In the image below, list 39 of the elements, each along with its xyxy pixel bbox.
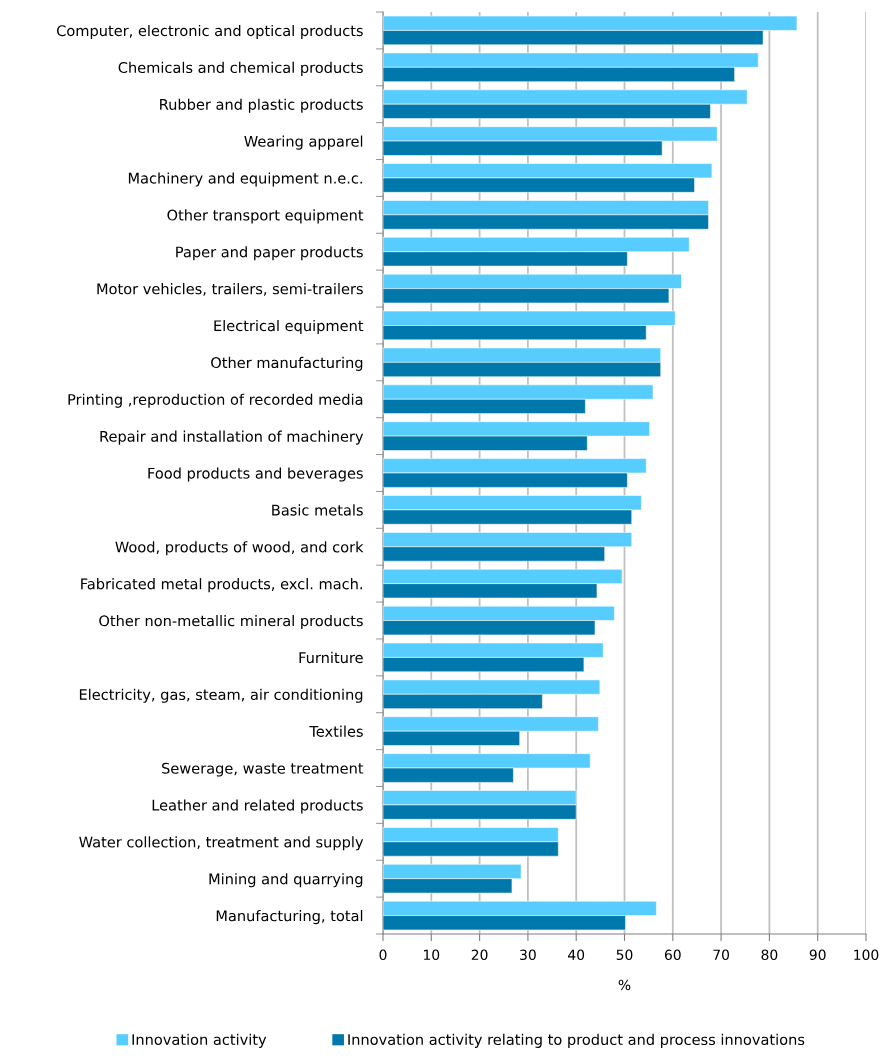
x-tick-label: 0 [379,949,387,961]
legend-label: Innovation activity relating to product and process innovations [348,1033,805,1048]
x-tick-label: 30 [520,949,536,961]
y-tick-label: Wood, products of wood, and cork [115,541,364,556]
x-tick-label: 20 [471,949,488,961]
y-tick-label: Furniture [299,651,363,664]
y-tick-label: Paper and paper products [176,246,363,261]
x-axis-title: % [618,979,631,991]
y-tick-label: Wearing apparel [244,135,363,150]
y-tick-label: Other non-metallic mineral products [99,614,363,630]
y-tick-label: Repair and installation of machinery [100,430,364,445]
x-tick-label: 10 [423,949,440,961]
y-tick-label: Mining and quarrying [209,873,363,888]
y-tick-label: Computer, electronic and optical products [56,24,363,40]
y-tick-label: Printing ,reproduction of recorded media [68,393,363,408]
legend-label: Innovation activity [132,1033,267,1048]
y-tick-label: Rubber and plastic products [160,98,363,113]
x-tick-label: 50 [616,949,633,961]
y-tick-label: Leather and related products [152,799,363,814]
y-tick-label: Electrical equipment [214,319,364,335]
x-tick-label: 60 [664,949,681,961]
y-tick-label: Manufacturing, total [216,910,363,925]
y-tick-label: Machinery and equipment n.e.c. [128,172,362,187]
y-tick-label: Other manufacturing [211,356,363,371]
y-tick-label: Chemicals and chemical products [118,61,363,76]
y-tick-label: Sewerage, waste treatment [162,762,364,777]
y-tick-label: Fabricated metal products, excl. mach. [81,578,362,593]
x-tick-label: 100 [854,949,879,961]
y-tick-label: Motor vehicles, trailers, semi-trailers [97,283,363,296]
y-tick-label: Water collection, treatment and supply [79,836,364,851]
y-tick-label: Other transport equipment [167,209,364,224]
x-tick-label: 40 [568,949,585,961]
x-tick-label: 70 [713,949,730,961]
y-tick-label: Basic metals [272,504,363,516]
x-tick-label: 80 [761,949,778,961]
y-tick-label: Electricity, gas, steam, air conditioning [79,688,363,703]
x-tick-label: 90 [809,949,826,961]
y-tick-label: Textiles [309,725,363,737]
y-tick-label: Food products and beverages [148,467,363,482]
